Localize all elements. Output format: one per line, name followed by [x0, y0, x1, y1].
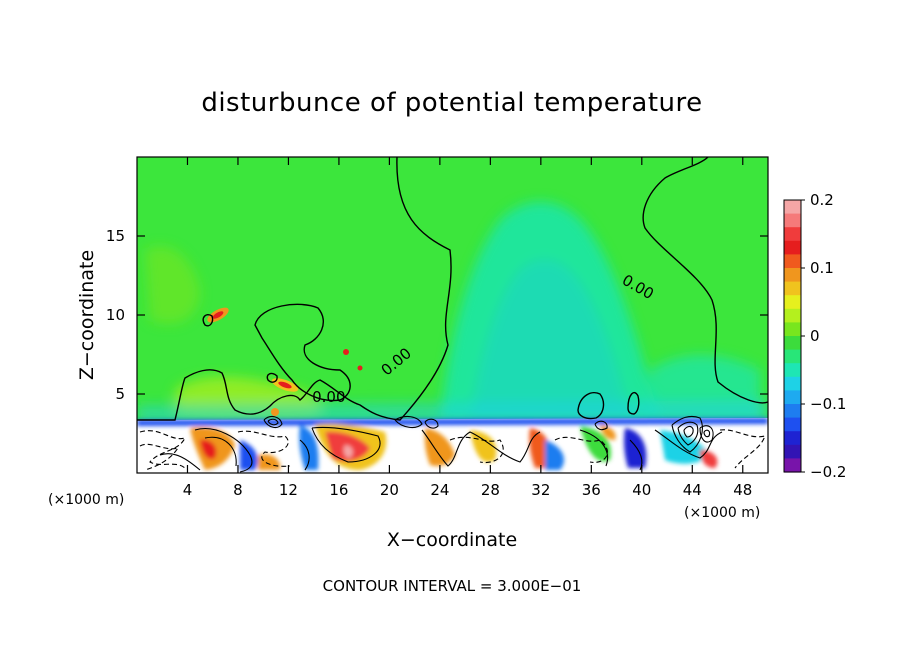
colorbar-tick-label: 0.2: [810, 191, 834, 209]
colorbar-swatch: [784, 349, 801, 364]
y-tick-label: 5: [115, 385, 125, 403]
colorbar-swatch: [784, 390, 801, 405]
colorbar-swatch: [784, 444, 801, 459]
colorbar-swatch: [784, 308, 801, 323]
x-tick-label: 44: [683, 481, 702, 499]
x-tick-label: 20: [380, 481, 399, 499]
colorbar-tick-label: −0.1: [810, 395, 846, 413]
contour-zero-right: [642, 157, 768, 404]
colorbar-swatch: [784, 200, 801, 215]
warm-spots: [207, 307, 363, 416]
colorbar-tick-label: 0: [810, 327, 820, 345]
x-tick-label: 24: [430, 481, 449, 499]
x-tick-label: 36: [582, 481, 601, 499]
x-tick-label: 48: [733, 481, 752, 499]
colorbar-swatch: [784, 281, 801, 296]
warm-patch-left: [145, 246, 200, 324]
x-tick-label: 8: [233, 481, 243, 499]
x-axis: 4 8 12 16 20 24 28 32 36 40 44 48: [183, 157, 752, 499]
colorbar-swatch: [784, 417, 801, 432]
y-tick-label: 10: [106, 306, 125, 324]
contour-blob-1: [254, 303, 351, 402]
colorbar: 0.2 0.1 0 −0.1 −0.2: [783, 191, 846, 481]
y-axis: 5 10 15: [106, 227, 768, 403]
contour-blob-3: [627, 391, 640, 415]
colorbar-swatch: [784, 268, 801, 283]
heatmap-field: [137, 157, 768, 473]
colorbar-swatch: [784, 404, 801, 419]
colorbar-swatch: [784, 254, 801, 269]
colorbar-swatch: [784, 213, 801, 228]
x-tick-label: 32: [531, 481, 550, 499]
contour-zero-main: [137, 157, 452, 421]
colorbar-swatch: [784, 458, 801, 473]
y-tick-label: 15: [106, 227, 125, 245]
x-tick-label: 12: [279, 481, 298, 499]
x-tick-label: 4: [183, 481, 193, 499]
y-axis-label: Z−coordinate: [76, 250, 98, 380]
contour-lines: [137, 157, 768, 421]
contour-lines-lower: [139, 415, 766, 473]
contour-blob-2: [577, 392, 605, 420]
x-axis-label: X−coordinate: [387, 529, 517, 551]
x-tick-label: 28: [481, 481, 500, 499]
chart-title: disturbunce of potential temperature: [201, 88, 702, 118]
colorbar-swatch: [784, 376, 801, 391]
colorbar-swatch: [784, 322, 801, 337]
contour-small-4: [202, 314, 214, 327]
contour-interval-note: CONTOUR INTERVAL = 3.000E−01: [323, 577, 582, 595]
colorbar-swatch: [784, 240, 801, 255]
colorbar-swatch: [784, 227, 801, 242]
colorbar-tick-label: 0.1: [810, 259, 834, 277]
x-axis-unit-right: (×1000 m): [684, 505, 760, 521]
lower-layer-features: [137, 418, 768, 470]
colorbar-swatch: [784, 295, 801, 310]
x-tick-label: 40: [632, 481, 651, 499]
colorbar-swatch: [784, 431, 801, 446]
x-axis-unit-left: (×1000 m): [48, 492, 124, 508]
x-tick-label: 16: [329, 481, 348, 499]
contour-small-5: [266, 372, 278, 383]
colorbar-swatch: [784, 363, 801, 378]
cool-dome-inner: [470, 260, 630, 420]
colorbar-tick-label: −0.2: [810, 463, 846, 481]
contour-label: 0.00: [312, 388, 345, 406]
colorbar-swatch: [784, 336, 801, 351]
